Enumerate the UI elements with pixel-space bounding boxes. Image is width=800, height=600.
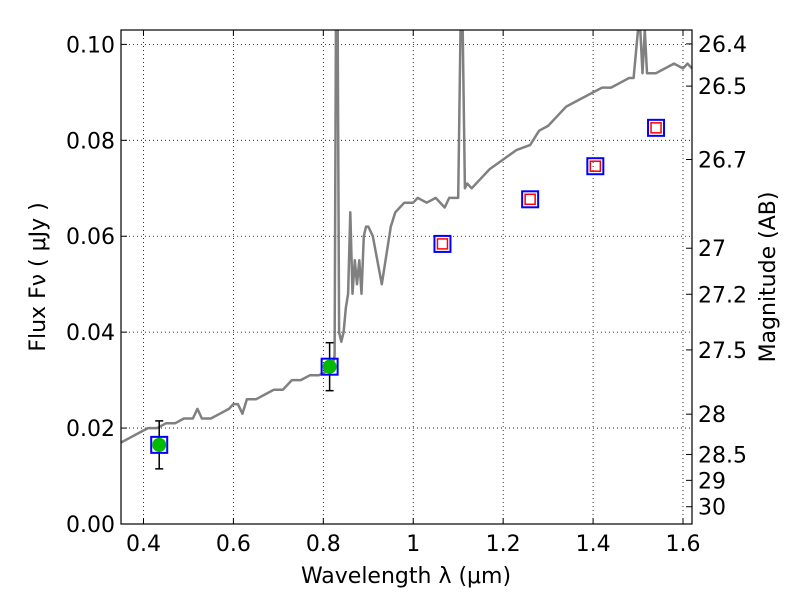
y-axis-label: Flux Fν ( μJy ) (26, 202, 51, 351)
x-axis-label: Wavelength λ (μm) (301, 564, 511, 589)
upper-limit-point (436, 238, 449, 250)
model-flux-box (433, 234, 452, 253)
detection-point (152, 437, 167, 452)
right-tick-label: 27.5 (698, 339, 747, 364)
y-tick-label: 0.08 (66, 129, 115, 154)
model-sed-layer (121, 30, 692, 444)
x-tick-label: 1.4 (576, 532, 611, 557)
x-tick-label: 1 (406, 532, 420, 557)
plot-frame (120, 29, 693, 525)
y-tick-label: 0.06 (66, 225, 115, 250)
model-flux-box (150, 435, 169, 454)
y-tick-label: 0.02 (66, 417, 115, 442)
x-tick-label: 1.2 (486, 532, 521, 557)
axis-ticks: 0.4 0.6 0.8 1 1.2 1.4 1.6 0.00 0.02 0.04 0.06 0.08 0… (66, 30, 747, 557)
x-tick-label: 0.8 (306, 532, 341, 557)
x-tick-label: 0.6 (216, 532, 251, 557)
grid (121, 30, 692, 525)
right-tick-label: 26.5 (698, 75, 747, 100)
right-tick-label: 29 (698, 469, 726, 494)
model-flux-box (647, 118, 666, 137)
right-tick-label: 26.4 (698, 33, 747, 58)
y-tick-label: 0.00 (66, 513, 115, 538)
model-sed-line (121, 30, 692, 444)
y-tick-label: 0.10 (66, 33, 115, 58)
y-tick-label: 0.04 (66, 321, 115, 346)
photometry-points (150, 118, 666, 470)
right-tick-label: 30 (698, 496, 726, 521)
model-flux-box (586, 157, 605, 176)
right-tick-label: 28.5 (698, 443, 747, 468)
x-tick-label: 0.4 (126, 532, 161, 557)
x-tick-label: 1.6 (666, 532, 701, 557)
right-tick-label: 27 (698, 237, 726, 262)
detection-point (322, 359, 337, 374)
y-right-axis-label: Magnitude (AB) (756, 192, 781, 363)
model-flux-box (320, 357, 339, 376)
right-tick-label: 28 (698, 403, 726, 428)
right-tick-label: 26.7 (698, 148, 747, 173)
model-flux-box (521, 190, 540, 209)
upper-limit-point (524, 193, 536, 206)
upper-limit-point (589, 160, 602, 172)
upper-limit-point (650, 122, 662, 134)
right-tick-label: 27.2 (698, 283, 747, 308)
